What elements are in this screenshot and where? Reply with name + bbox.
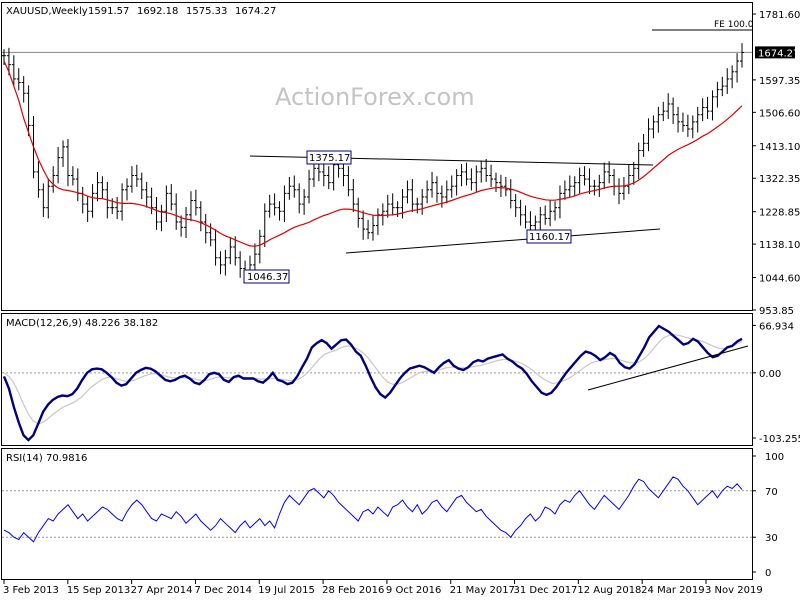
price-axis-label: 1228.85 — [759, 208, 800, 219]
time-axis-label: 3 Nov 2019 — [705, 585, 763, 596]
time-axis-label: 24 Mar 2019 — [641, 585, 704, 596]
price-title: XAUUSD,Weekly — [6, 6, 88, 17]
rsi-axis-label: 70 — [765, 487, 778, 498]
time-axis-label: 3 Feb 2013 — [3, 585, 59, 596]
watermark: ActionForex.com — [275, 83, 475, 111]
time-axis-label: 15 Sep 2013 — [67, 585, 130, 596]
label-1160-text: 1160.17 — [529, 232, 570, 243]
price-axis-label: 953.85 — [759, 306, 794, 317]
rsi-title: RSI(14) 70.9816 — [6, 453, 87, 464]
price-axis-label: 1413.10 — [759, 142, 800, 153]
last-price-label: 1674.27 — [758, 48, 799, 59]
macd-title: MACD(12,26,9) 48.226 38.182 — [6, 318, 158, 329]
macd-axis-label: -103.255 — [759, 434, 800, 445]
label-1375-text: 1375.17 — [309, 153, 350, 164]
price-axis-label: 1781.60 — [759, 10, 800, 21]
label-1375: 1375.17 — [307, 151, 351, 164]
macd-axis-label: 66.934 — [759, 321, 794, 332]
label-1046-text: 1046.37 — [247, 272, 288, 283]
ohlc-high: 1692.18 — [137, 6, 178, 17]
time-axis-label: 9 Oct 2016 — [386, 585, 441, 596]
price-axis-label: 1597.35 — [759, 76, 800, 87]
label-1046: 1046.37 — [244, 270, 289, 283]
ohlc-close: 1674.27 — [235, 6, 276, 17]
time-axis-label: 28 Feb 2016 — [322, 585, 384, 596]
ohlc-open: 1591.57 — [88, 6, 129, 17]
price-axis-label: 1138.10 — [759, 240, 800, 251]
rsi-axis-label: 30 — [765, 533, 778, 544]
rsi-axis-label: 100 — [765, 452, 784, 463]
time-axis-label: 19 Jul 2015 — [258, 585, 315, 596]
price-axis-label: 1506.60 — [759, 108, 800, 119]
time-axis-label: 27 Apr 2014 — [131, 585, 193, 596]
macd-axis-label: 0.00 — [759, 369, 781, 380]
fe-label: FE 100.0 — [714, 20, 754, 30]
last-price-marker: 1674.27 — [755, 46, 799, 59]
time-axis-label: 31 Dec 2017 — [514, 585, 578, 596]
rsi-axis-label: 0 — [765, 568, 771, 579]
time-axis-label: 21 May 2017 — [450, 585, 515, 596]
label-1160: 1160.17 — [527, 230, 571, 243]
time-axis-label: 7 Dec 2014 — [194, 585, 252, 596]
price-axis-label: 1322.35 — [759, 174, 800, 185]
ohlc-low: 1575.33 — [186, 6, 227, 17]
price-axis-label: 1044.60 — [759, 274, 800, 285]
time-axis-label: 12 Aug 2018 — [577, 585, 641, 596]
